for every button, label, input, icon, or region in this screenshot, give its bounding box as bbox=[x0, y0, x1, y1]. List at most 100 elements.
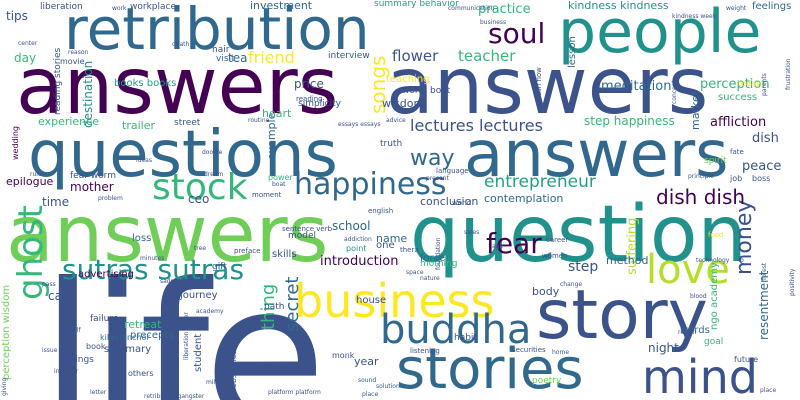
cloud-word: frustration bbox=[785, 58, 792, 91]
cloud-word: love bbox=[646, 247, 730, 293]
cloud-word: present bbox=[426, 175, 449, 182]
cloud-word: letter bbox=[90, 389, 107, 396]
cloud-word: journey bbox=[180, 290, 218, 301]
cloud-word: technology bbox=[696, 257, 730, 264]
cloud-word: reason bbox=[68, 49, 89, 56]
cloud-word: summary bbox=[104, 344, 152, 355]
cloud-word: student bbox=[193, 333, 204, 372]
cloud-word: routine bbox=[248, 117, 270, 124]
cloud-word: nature bbox=[420, 275, 440, 282]
cloud-word: boss bbox=[752, 174, 771, 183]
cloud-word: goal bbox=[704, 337, 724, 347]
cloud-word: answers bbox=[386, 42, 709, 132]
cloud-word: tree bbox=[194, 245, 207, 252]
cloud-word: failure bbox=[90, 314, 119, 324]
cloud-word: cat bbox=[48, 289, 67, 303]
cloud-word: platform platform bbox=[268, 389, 321, 396]
cloud-word: day bbox=[14, 51, 37, 65]
cloud-word: friend bbox=[248, 48, 295, 67]
cloud-word: thera bbox=[400, 246, 419, 254]
cloud-word: pain bbox=[190, 284, 203, 291]
cloud-word: wisdom bbox=[382, 97, 425, 110]
cloud-word: kindness week bbox=[672, 13, 717, 20]
cloud-word: movie bbox=[60, 57, 85, 66]
cloud-word: life bbox=[40, 241, 327, 400]
cloud-word: sutras sutras bbox=[62, 253, 245, 286]
cloud-word: women bbox=[542, 252, 568, 260]
cloud-word: investor bbox=[54, 368, 79, 375]
cloud-word: world bbox=[452, 199, 472, 207]
cloud-word: spirit bbox=[704, 156, 727, 166]
cloud-word: center bbox=[18, 40, 38, 47]
cloud-word: fate bbox=[730, 148, 744, 156]
cloud-word: english bbox=[368, 207, 394, 215]
cloud-word: weight bbox=[726, 5, 747, 12]
cloud-word: essays essays bbox=[338, 121, 381, 128]
cloud-word: rules bbox=[30, 171, 45, 178]
cloud-word: future bbox=[734, 355, 759, 364]
cloud-word: entrepreneur bbox=[484, 172, 596, 192]
cloud-word: model bbox=[288, 231, 317, 241]
cloud-word: question bbox=[410, 190, 747, 280]
cloud-word: securities bbox=[512, 346, 546, 354]
cloud-word: affliction bbox=[710, 115, 767, 130]
cloud-word: meditation bbox=[601, 79, 672, 94]
cloud-word: death bbox=[172, 41, 190, 48]
cloud-word: age bbox=[492, 243, 504, 250]
cloud-word: soul bbox=[488, 17, 546, 50]
cloud-word: point bbox=[346, 244, 367, 253]
cloud-word: poetry bbox=[532, 376, 562, 386]
cloud-word: parents bbox=[761, 73, 768, 96]
cloud-word: book bbox=[86, 342, 106, 351]
cloud-word: issue bbox=[42, 347, 58, 354]
cloud-word: year bbox=[354, 355, 379, 368]
cloud-word: workplace bbox=[130, 2, 176, 12]
cloud-word: others bbox=[128, 369, 154, 378]
cloud-word: forest bbox=[761, 262, 768, 280]
cloud-word: perception wisdom bbox=[1, 284, 12, 380]
cloud-word: communication bbox=[448, 5, 495, 12]
cloud-word: retribution bbox=[64, 0, 370, 63]
cloud-word: change bbox=[560, 281, 583, 288]
cloud-word: name bbox=[376, 232, 408, 245]
cloud-word: advice bbox=[386, 117, 406, 124]
cloud-word: obstacles bbox=[229, 350, 238, 388]
cloud-word: tea bbox=[228, 51, 248, 65]
cloud-word: academy bbox=[196, 308, 224, 315]
cloud-word: sales bbox=[464, 229, 480, 236]
cloud-word: today bbox=[738, 79, 761, 88]
cloud-word: teaching bbox=[386, 74, 430, 85]
cloud-word: kindness kindness bbox=[568, 0, 669, 12]
cloud-word: power bbox=[268, 173, 293, 182]
cloud-word: sentence verb bbox=[282, 225, 333, 233]
cloud-word: precepts bbox=[130, 330, 174, 341]
cloud-word: cash flow bbox=[535, 67, 543, 100]
cloud-word: language bbox=[436, 167, 469, 175]
cloud-word: minutes bbox=[140, 255, 165, 262]
cloud-word: place bbox=[760, 387, 777, 394]
cloud-word: success bbox=[718, 92, 758, 103]
cloud-word: hair bbox=[212, 45, 230, 55]
cloud-word: moment bbox=[252, 191, 282, 199]
cloud-word: worm boat bbox=[402, 86, 451, 96]
cloud-word: visit bbox=[216, 54, 235, 64]
cloud-word: school bbox=[332, 219, 371, 233]
cloud-word: body bbox=[532, 285, 560, 298]
cloud-word: ceo bbox=[188, 192, 210, 206]
cloud-word: business bbox=[294, 274, 495, 328]
cloud-word: words bbox=[680, 325, 710, 336]
cloud-word: answers bbox=[6, 190, 329, 280]
cloud-word: epilogue bbox=[6, 175, 54, 188]
cloud-word: truth bbox=[380, 139, 403, 149]
cloud-word: food bbox=[708, 231, 724, 239]
cloud-word: interview bbox=[328, 51, 370, 61]
cloud-word: trailer bbox=[122, 119, 155, 132]
cloud-word: problem bbox=[98, 195, 123, 202]
cloud-word: stock bbox=[152, 167, 248, 208]
cloud-word: tips bbox=[6, 9, 28, 23]
cloud-word: feelings bbox=[752, 1, 792, 12]
cloud-word: experience bbox=[38, 115, 99, 128]
cloud-word: loss bbox=[132, 233, 152, 244]
cloud-word: lesson bbox=[567, 36, 578, 68]
